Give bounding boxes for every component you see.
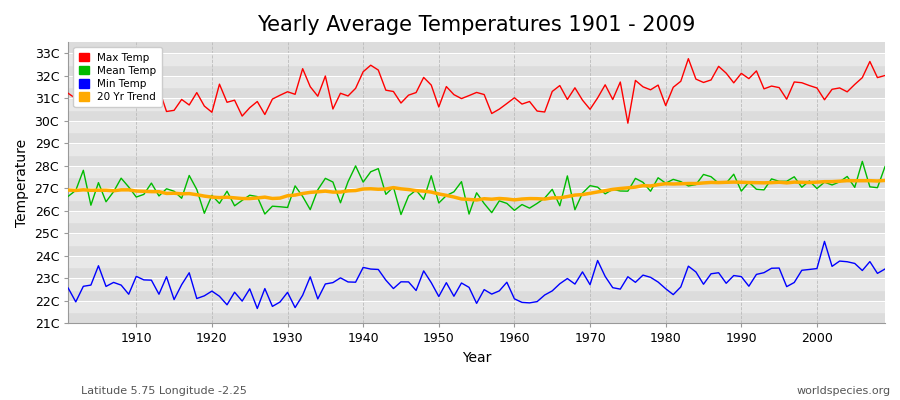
Bar bbox=[68, 222, 885, 233]
Bar bbox=[68, 267, 885, 278]
Bar bbox=[68, 256, 885, 267]
Bar bbox=[68, 76, 885, 87]
Bar bbox=[68, 290, 885, 301]
Bar bbox=[68, 42, 885, 53]
Bar bbox=[68, 110, 885, 121]
Bar bbox=[68, 200, 885, 211]
Text: Latitude 5.75 Longitude -2.25: Latitude 5.75 Longitude -2.25 bbox=[81, 386, 247, 396]
Bar bbox=[68, 177, 885, 188]
Bar bbox=[68, 278, 885, 290]
Text: worldspecies.org: worldspecies.org bbox=[796, 386, 891, 396]
Bar bbox=[68, 132, 885, 143]
Bar bbox=[68, 188, 885, 200]
Bar bbox=[68, 166, 885, 177]
Bar bbox=[68, 324, 885, 335]
Bar bbox=[68, 121, 885, 132]
Bar bbox=[68, 65, 885, 76]
Bar bbox=[68, 53, 885, 65]
Bar bbox=[68, 245, 885, 256]
Bar bbox=[68, 312, 885, 324]
Bar bbox=[68, 155, 885, 166]
Y-axis label: Temperature: Temperature bbox=[15, 139, 29, 227]
Bar bbox=[68, 233, 885, 245]
X-axis label: Year: Year bbox=[462, 351, 491, 365]
Bar bbox=[68, 143, 885, 155]
Bar bbox=[68, 301, 885, 312]
Bar bbox=[68, 87, 885, 98]
Bar bbox=[68, 98, 885, 110]
Title: Yearly Average Temperatures 1901 - 2009: Yearly Average Temperatures 1901 - 2009 bbox=[257, 15, 696, 35]
Legend: Max Temp, Mean Temp, Min Temp, 20 Yr Trend: Max Temp, Mean Temp, Min Temp, 20 Yr Tre… bbox=[74, 47, 162, 107]
Bar bbox=[68, 211, 885, 222]
